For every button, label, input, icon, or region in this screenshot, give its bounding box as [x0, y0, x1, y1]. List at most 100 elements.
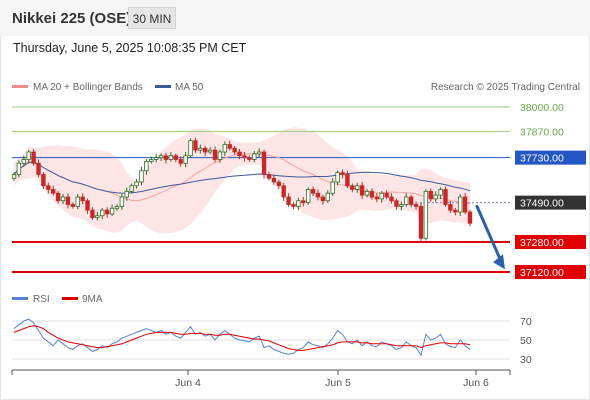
- candle-78: [394, 198, 399, 210]
- candle-body-9: [55, 192, 61, 202]
- candle-33: [173, 153, 179, 163]
- candle-2: [21, 155, 27, 167]
- x-axis: Jun 4 Jun 5 Jun 6: [11, 370, 511, 389]
- candle-24: [129, 183, 134, 194]
- candle-body-68: [345, 174, 350, 187]
- candle-body-23: [124, 190, 129, 198]
- candle-body-57: [291, 204, 296, 207]
- candle-body-39: [203, 147, 208, 153]
- candle-65: [330, 178, 335, 197]
- candle-66: [335, 170, 340, 186]
- candle-body-28: [149, 159, 154, 162]
- candle-body-7: [46, 185, 51, 190]
- candle-body-3: [26, 151, 31, 160]
- candle-body-40: [207, 149, 213, 153]
- candle-3: [26, 149, 31, 164]
- candle-46: [237, 149, 242, 160]
- level-tag-5: 37120.00: [515, 265, 586, 279]
- candle-26: [139, 167, 144, 186]
- level-tag-label-4: 37280.00: [520, 237, 564, 249]
- candle-body-83: [418, 205, 424, 239]
- candle-23: [124, 187, 129, 201]
- candle-0: [11, 172, 17, 181]
- candle-body-31: [163, 155, 169, 160]
- candle-47: [242, 152, 247, 162]
- candle-body-4: [31, 151, 36, 164]
- candle-body-21: [114, 205, 120, 209]
- candle-body-86: [433, 194, 438, 200]
- candle-body-59: [301, 200, 306, 204]
- candle-87: [438, 187, 443, 200]
- candle-body-78: [394, 200, 399, 207]
- candle-body-26: [139, 170, 144, 183]
- candle-20: [109, 204, 115, 217]
- legend-swatch-rsi: [12, 297, 28, 300]
- legend-swatch-9ma: [62, 297, 78, 300]
- candle-body-29: [153, 157, 159, 160]
- candle-49: [252, 150, 257, 163]
- level-tag-3: 37490.00: [515, 195, 586, 210]
- candle-body-58: [296, 200, 301, 207]
- candle-11: [65, 193, 71, 209]
- level-tag-1: 37870.00: [520, 126, 564, 138]
- candle-body-47: [242, 155, 247, 159]
- candle-60: [305, 187, 311, 205]
- candle-35: [183, 152, 188, 168]
- candle-55: [281, 182, 286, 201]
- x-tick-label-0: Jun 4: [175, 377, 201, 389]
- candle-70: [355, 182, 360, 193]
- candle-body-17: [95, 215, 100, 219]
- candle-37: [193, 137, 198, 153]
- candle-body-75: [379, 192, 384, 200]
- candle-89: [448, 200, 453, 213]
- candle-32: [168, 152, 174, 162]
- candle-29: [153, 153, 159, 163]
- candle-93: [467, 209, 473, 227]
- candle-body-76: [384, 192, 389, 198]
- chart-header: Nikkei 225 (OSE) 30 MIN: [0, 0, 590, 36]
- candle-59: [301, 197, 306, 207]
- legend-ma50-label: MA 50: [175, 82, 204, 93]
- candle-body-43: [222, 144, 228, 153]
- candle-body-42: [217, 151, 223, 160]
- candle-body-48: [247, 157, 252, 160]
- trend-arrow-head: [493, 254, 505, 270]
- level-tags: 38000.00 37870.00 37730.00 37490.00 37280.00…: [515, 102, 586, 279]
- candle-body-61: [310, 189, 316, 194]
- interval-badge[interactable]: 30 MIN: [128, 7, 176, 29]
- candle-body-45: [232, 147, 237, 153]
- candle-34: [178, 156, 183, 167]
- candle-body-62: [315, 192, 321, 198]
- legend-rsi-label: RSI: [33, 294, 50, 305]
- candle-75: [379, 191, 384, 203]
- candle-body-11: [65, 196, 71, 205]
- candle-25: [134, 179, 139, 189]
- candle-body-25: [134, 181, 139, 187]
- candle-54: [276, 179, 281, 190]
- candle-43: [222, 141, 228, 156]
- candle-body-72: [364, 190, 370, 196]
- candle-body-16: [90, 209, 95, 219]
- level-lines: [12, 106, 510, 273]
- candle-body-12: [70, 204, 76, 207]
- rsi-legend: RSI 9MA: [12, 294, 103, 305]
- candle-body-15: [85, 200, 90, 211]
- candle-body-46: [237, 151, 242, 157]
- candle-body-10: [60, 196, 66, 202]
- candle-body-18: [100, 209, 105, 217]
- candle-body-64: [325, 192, 331, 202]
- candle-40: [207, 147, 213, 155]
- candle-body-51: [261, 151, 267, 175]
- candle-body-71: [359, 185, 365, 196]
- candle-body-50: [256, 151, 262, 155]
- candle-body-81: [408, 196, 414, 205]
- candle-body-5: [36, 162, 41, 175]
- candle-body-84: [423, 190, 429, 239]
- legend-ma20-label: MA 20 + Bollinger Bands: [33, 82, 143, 93]
- candle-body-66: [335, 172, 340, 183]
- candle-1: [16, 160, 22, 178]
- candle-body-41: [212, 149, 218, 160]
- candle-body-6: [41, 174, 46, 187]
- candle-18: [100, 207, 105, 220]
- candle-51: [261, 149, 267, 179]
